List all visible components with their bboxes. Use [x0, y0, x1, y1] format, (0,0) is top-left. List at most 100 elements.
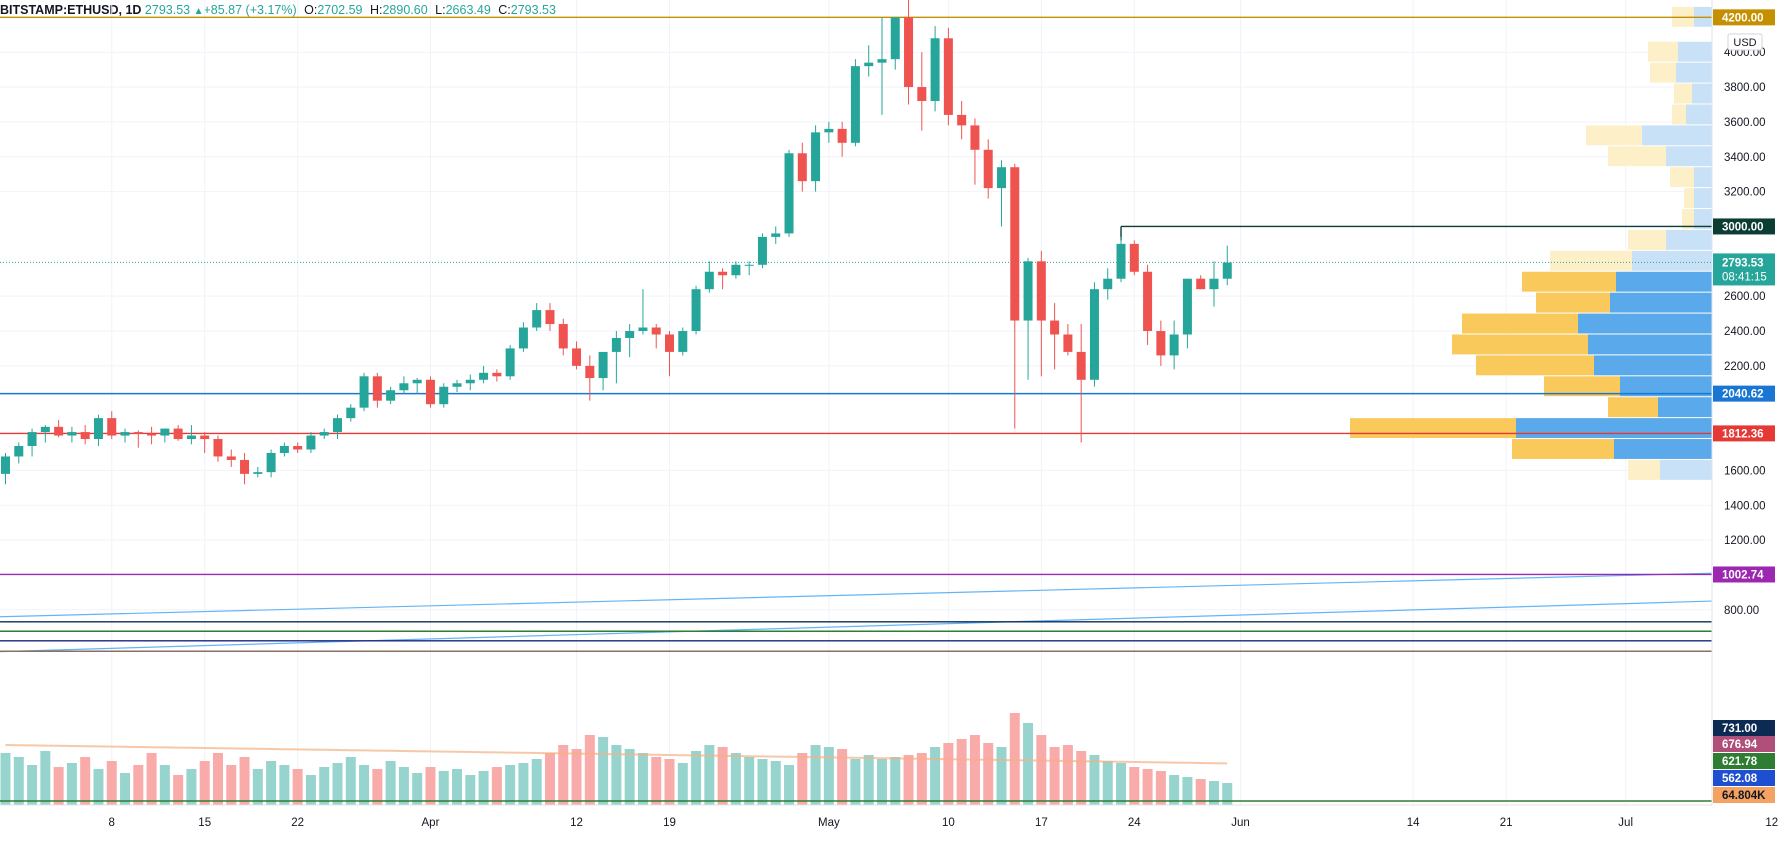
- price-tick-label: 3600.00: [1724, 117, 1766, 129]
- time-tick-label: 14: [1407, 817, 1420, 829]
- candle-body: [1222, 262, 1232, 279]
- price-tick-label: 1200.00: [1724, 535, 1766, 547]
- profile-buy-bar: [1594, 355, 1712, 376]
- time-tick-label: 15: [198, 817, 211, 829]
- profile-sell-bar: [1550, 250, 1632, 271]
- candle-body: [558, 324, 568, 349]
- volume-bar: [996, 747, 1007, 805]
- time-axis[interactable]: 8 15 22 Apr 12 19 May 10 17 24 Jun 14 21 Jul 12: [0, 804, 1778, 829]
- candle-body: [704, 271, 714, 290]
- profile-sell-bar: [1684, 188, 1694, 209]
- candle-body: [412, 379, 422, 384]
- profile-buy-bar: [1578, 313, 1712, 334]
- low-label: L:: [435, 3, 446, 17]
- level-price-label-box: [1713, 720, 1775, 736]
- profile-sell-bar: [1670, 167, 1694, 188]
- volume-bar: [199, 761, 210, 805]
- profile-sell-bar: [1462, 313, 1578, 334]
- volume-bar: [106, 761, 117, 805]
- volume-bar: [226, 765, 237, 805]
- volume-bar: [412, 773, 423, 805]
- candle-body: [1050, 320, 1060, 335]
- volume-bar: [969, 735, 980, 805]
- candle-body: [917, 87, 927, 101]
- candle-body: [346, 407, 356, 419]
- volume-bar: [531, 759, 542, 805]
- volume-bar: [465, 775, 476, 805]
- candle-body: [837, 128, 847, 143]
- candle-body: [1116, 243, 1126, 279]
- volume-profile: [1350, 6, 1712, 480]
- candle-body: [226, 456, 236, 460]
- candle-body: [465, 379, 475, 384]
- current-price-box: [1713, 253, 1775, 286]
- time-tick-label: 24: [1128, 817, 1141, 829]
- volume-bar: [345, 757, 356, 805]
- profile-buy-bar: [1620, 376, 1712, 397]
- volume-bar: [823, 747, 834, 805]
- candle-body: [797, 153, 807, 182]
- candle-body: [665, 334, 674, 352]
- level-price-label-box: [1713, 566, 1775, 583]
- volume-bar: [544, 753, 555, 805]
- candle-body: [505, 348, 515, 377]
- volume-bar: [1222, 783, 1233, 805]
- candle-body: [811, 132, 821, 182]
- candle-body: [67, 432, 77, 436]
- candle-body: [638, 327, 648, 331]
- volume-bar: [0, 753, 11, 805]
- profile-sell-bar: [1608, 397, 1658, 418]
- volume-bar: [757, 759, 768, 805]
- candle-body: [678, 331, 688, 352]
- symbol-label: BITSTAMP:ETHUSD, 1D: [0, 3, 142, 17]
- candle-body: [14, 446, 24, 457]
- price-axis[interactable]: 800.00 1200.00 1400.00 1600.00 2200.00 2400.0…: [1711, 0, 1790, 848]
- candle-body: [120, 432, 130, 436]
- close-label: C:: [498, 3, 511, 17]
- level-price-label: 4200.00: [1722, 12, 1764, 24]
- candle-body: [518, 327, 528, 349]
- volume-bar: [784, 765, 795, 805]
- volume-bar: [850, 759, 861, 805]
- profile-sell-bar: [1672, 104, 1686, 125]
- volume-bar: [505, 765, 516, 805]
- volume-ma-line: [5, 744, 1228, 765]
- level-price-label: 2040.62: [1722, 389, 1764, 401]
- volume-bar: [637, 753, 648, 805]
- volume-bar: [1036, 735, 1047, 805]
- volume-bar: [903, 755, 914, 805]
- level-price-label-box: [1713, 753, 1775, 769]
- volume-bar: [691, 751, 702, 805]
- time-tick-label: 8: [109, 817, 115, 829]
- volume-bar: [372, 769, 383, 805]
- level-price-label-box: [1713, 787, 1775, 803]
- profile-buy-bar: [1676, 62, 1712, 83]
- candle-body: [1182, 278, 1192, 335]
- candle-body: [107, 418, 117, 436]
- price-tick-label: 1400.00: [1724, 500, 1766, 512]
- profile-buy-bar: [1666, 229, 1712, 250]
- candle-body: [850, 66, 860, 143]
- grid: [0, 0, 1773, 805]
- volume-bars: [0, 713, 1233, 805]
- candle-body: [877, 59, 887, 63]
- candle-body: [598, 351, 608, 379]
- volume-bar: [916, 753, 927, 805]
- high-value: 2890.60: [382, 3, 428, 17]
- candle-body: [1, 456, 10, 474]
- candle-body: [1129, 243, 1139, 272]
- volume-bar: [890, 757, 901, 805]
- candle-body: [1036, 261, 1046, 321]
- volume-bar: [651, 757, 662, 805]
- level-price-label-box: [1713, 9, 1775, 26]
- candle-body: [293, 446, 303, 450]
- volume-bar: [120, 773, 131, 805]
- volume-bar: [80, 757, 91, 805]
- candle-body: [54, 426, 64, 436]
- candle-body: [186, 435, 196, 440]
- volume-bar: [1208, 781, 1219, 805]
- profile-sell-bar: [1522, 271, 1616, 292]
- volume-bar: [598, 737, 609, 805]
- volume-bar: [40, 751, 51, 805]
